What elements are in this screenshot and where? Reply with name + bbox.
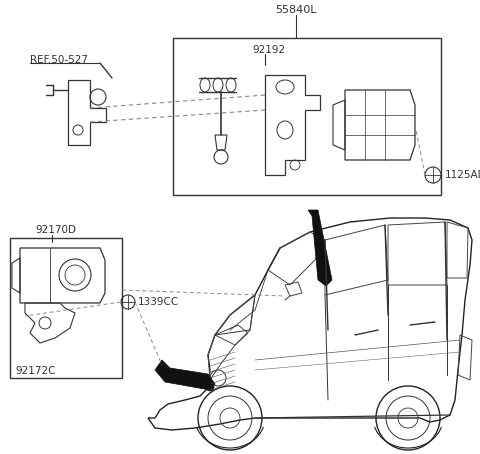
Text: 92170D: 92170D [35,225,76,235]
Polygon shape [155,360,215,390]
Bar [173,38,441,195]
Text: 1125AD: 1125AD [445,170,480,180]
Circle shape [206,383,214,391]
Text: 55840L: 55840L [275,5,317,15]
Text: REF.50-527: REF.50-527 [30,55,88,65]
Polygon shape [308,210,332,286]
Text: 1339CC: 1339CC [138,297,179,307]
Text: 92172C: 92172C [15,366,56,376]
Text: 92192: 92192 [252,45,285,55]
Bar [10,238,122,378]
